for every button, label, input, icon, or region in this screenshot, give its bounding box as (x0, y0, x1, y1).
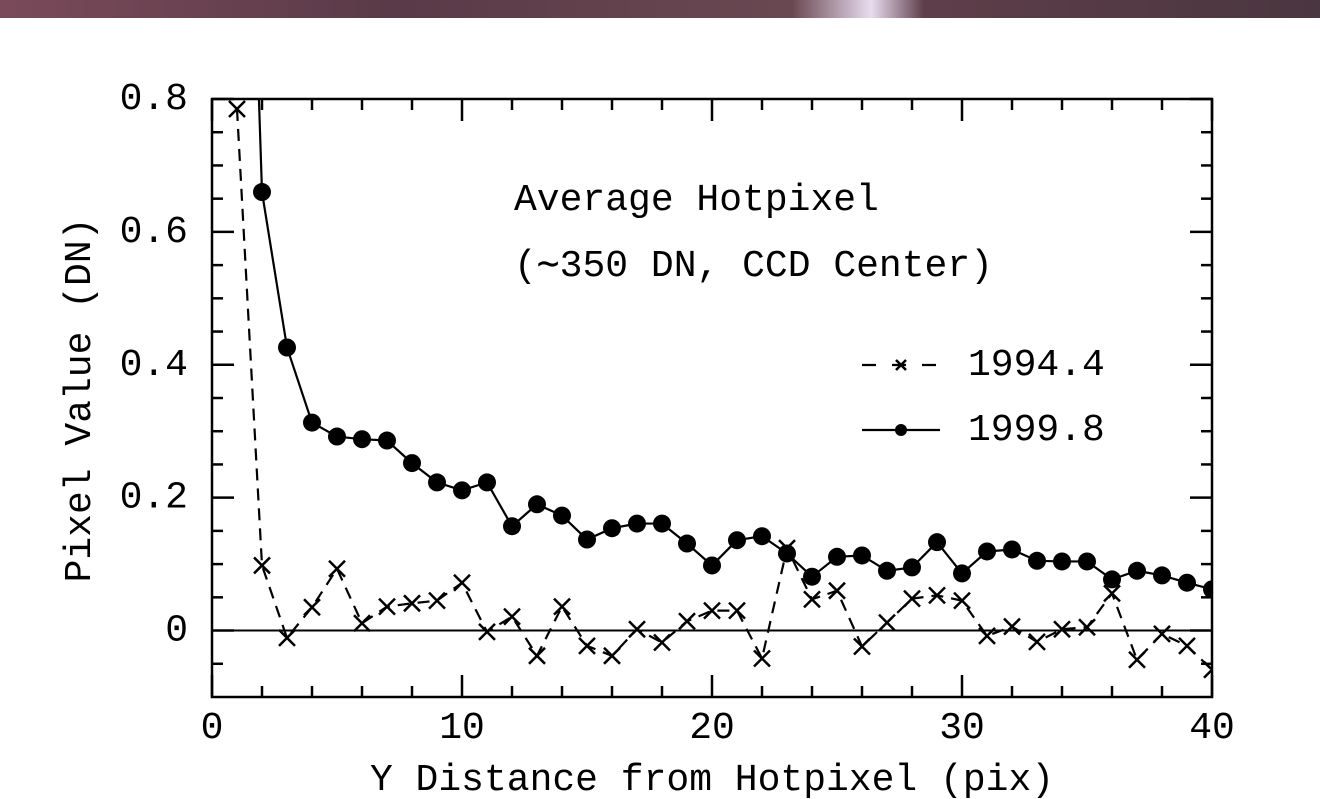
marker (928, 586, 946, 605)
series-line (235, 108, 1212, 671)
x-tick-label: 40 (1189, 707, 1235, 750)
marker (403, 594, 421, 613)
plot-area (228, 99, 1212, 679)
legend-marker (895, 424, 907, 436)
marker (728, 531, 746, 550)
marker (528, 495, 546, 514)
series-line (257, 99, 1212, 591)
x-tick-label: 10 (439, 707, 485, 750)
marker (628, 514, 646, 533)
annotation: (∼350 DN, CCD Center) (514, 245, 993, 288)
marker (1178, 636, 1196, 655)
marker (878, 613, 896, 632)
marker (1178, 573, 1196, 592)
marker (1128, 561, 1146, 580)
marker (378, 597, 396, 616)
marker (1153, 566, 1171, 585)
marker (778, 544, 796, 563)
marker (353, 430, 371, 449)
marker (628, 620, 646, 639)
marker (1103, 570, 1121, 589)
marker (828, 581, 846, 600)
marker (953, 591, 971, 610)
marker (603, 519, 621, 538)
marker (678, 612, 696, 631)
y-tick-label: 0.2 (120, 477, 188, 520)
marker (428, 473, 446, 492)
legend-marker (895, 359, 907, 371)
marker (828, 547, 846, 566)
marker (653, 633, 671, 652)
marker (303, 598, 321, 617)
marker (1078, 618, 1096, 637)
marker (428, 591, 446, 610)
marker (1128, 650, 1146, 669)
marker (603, 646, 621, 665)
header-image (0, 0, 1320, 18)
marker (253, 183, 271, 202)
marker (978, 542, 996, 561)
marker (678, 534, 696, 553)
marker (1053, 552, 1071, 571)
marker (553, 506, 571, 525)
marker (903, 558, 921, 577)
marker (653, 514, 671, 533)
marker (303, 413, 321, 432)
marker (1078, 552, 1096, 571)
y-tick-label: 0.4 (120, 344, 188, 387)
marker (453, 573, 471, 592)
marker (703, 601, 721, 620)
marker (503, 607, 521, 626)
y-axis-title: Pixel Value (DN) (59, 218, 102, 583)
marker (578, 530, 596, 549)
marker (453, 481, 471, 500)
marker (553, 597, 571, 616)
marker (328, 427, 346, 446)
y-tick-label: 0.6 (120, 211, 188, 254)
marker (1028, 632, 1046, 651)
marker (578, 636, 596, 655)
marker (278, 338, 296, 357)
marker (753, 649, 771, 668)
marker (478, 473, 496, 492)
marker (1053, 620, 1071, 639)
marker (1003, 540, 1021, 559)
marker (1203, 580, 1212, 599)
marker (253, 556, 271, 575)
y-tick-label: 0.8 (120, 78, 188, 121)
marker (753, 527, 771, 546)
marker (853, 637, 871, 656)
marker (328, 559, 346, 578)
marker (703, 556, 721, 575)
x-axis-title: Y Distance from Hotpixel (pix) (370, 759, 1054, 799)
marker (403, 454, 421, 473)
legend-label: 1994.4 (968, 344, 1105, 387)
marker (478, 623, 496, 641)
marker (378, 431, 396, 450)
x-tick-label: 20 (689, 707, 735, 750)
marker (803, 590, 821, 609)
marker (1153, 624, 1171, 643)
marker (503, 517, 521, 536)
x-tick-label: 30 (939, 707, 985, 750)
legend-label: 1999.8 (968, 409, 1105, 452)
marker (1003, 617, 1021, 636)
y-tick-label: 0 (165, 610, 188, 653)
marker (528, 646, 546, 665)
marker (228, 100, 246, 118)
marker (728, 601, 746, 620)
marker (953, 564, 971, 583)
marker (878, 561, 896, 580)
x-tick-label: 0 (201, 707, 224, 750)
marker (278, 628, 296, 647)
annotation: Average Hotpixel (514, 179, 879, 222)
marker (928, 533, 946, 552)
marker (903, 589, 921, 608)
marker (353, 614, 371, 633)
marker (803, 567, 821, 586)
marker (1103, 584, 1121, 603)
marker (1028, 551, 1046, 570)
marker (853, 546, 871, 565)
